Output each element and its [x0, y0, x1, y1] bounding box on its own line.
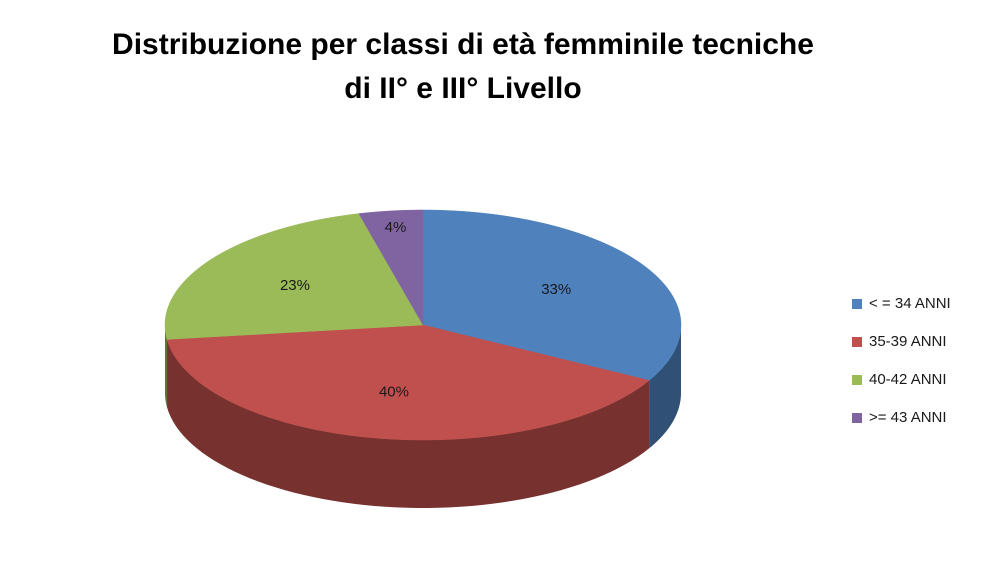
data-label: 33% — [541, 281, 571, 298]
pie-side — [167, 339, 650, 508]
data-label: 4% — [385, 219, 407, 236]
pie-side — [165, 325, 168, 408]
pie-slice — [166, 324, 650, 441]
legend-swatch — [852, 375, 862, 385]
legend-swatch — [852, 299, 862, 309]
pie-slice — [164, 213, 424, 340]
chart-title: di II° e III° Livello — [344, 72, 581, 105]
pie-side — [649, 325, 681, 449]
legend-label: 35-39 ANNI — [869, 333, 947, 350]
pie-slice — [358, 209, 424, 326]
legend-label: >= 43 ANNI — [869, 409, 947, 426]
chart-title: Distribuzione per classi di età femminil… — [112, 28, 814, 61]
pie-slice — [422, 209, 682, 381]
legend-label: 40-42 ANNI — [869, 371, 947, 388]
data-label: 40% — [379, 384, 409, 401]
legend-label: < = 34 ANNI — [869, 295, 951, 312]
data-label: 23% — [280, 277, 310, 294]
legend-swatch — [852, 413, 862, 423]
legend-swatch — [852, 337, 862, 347]
